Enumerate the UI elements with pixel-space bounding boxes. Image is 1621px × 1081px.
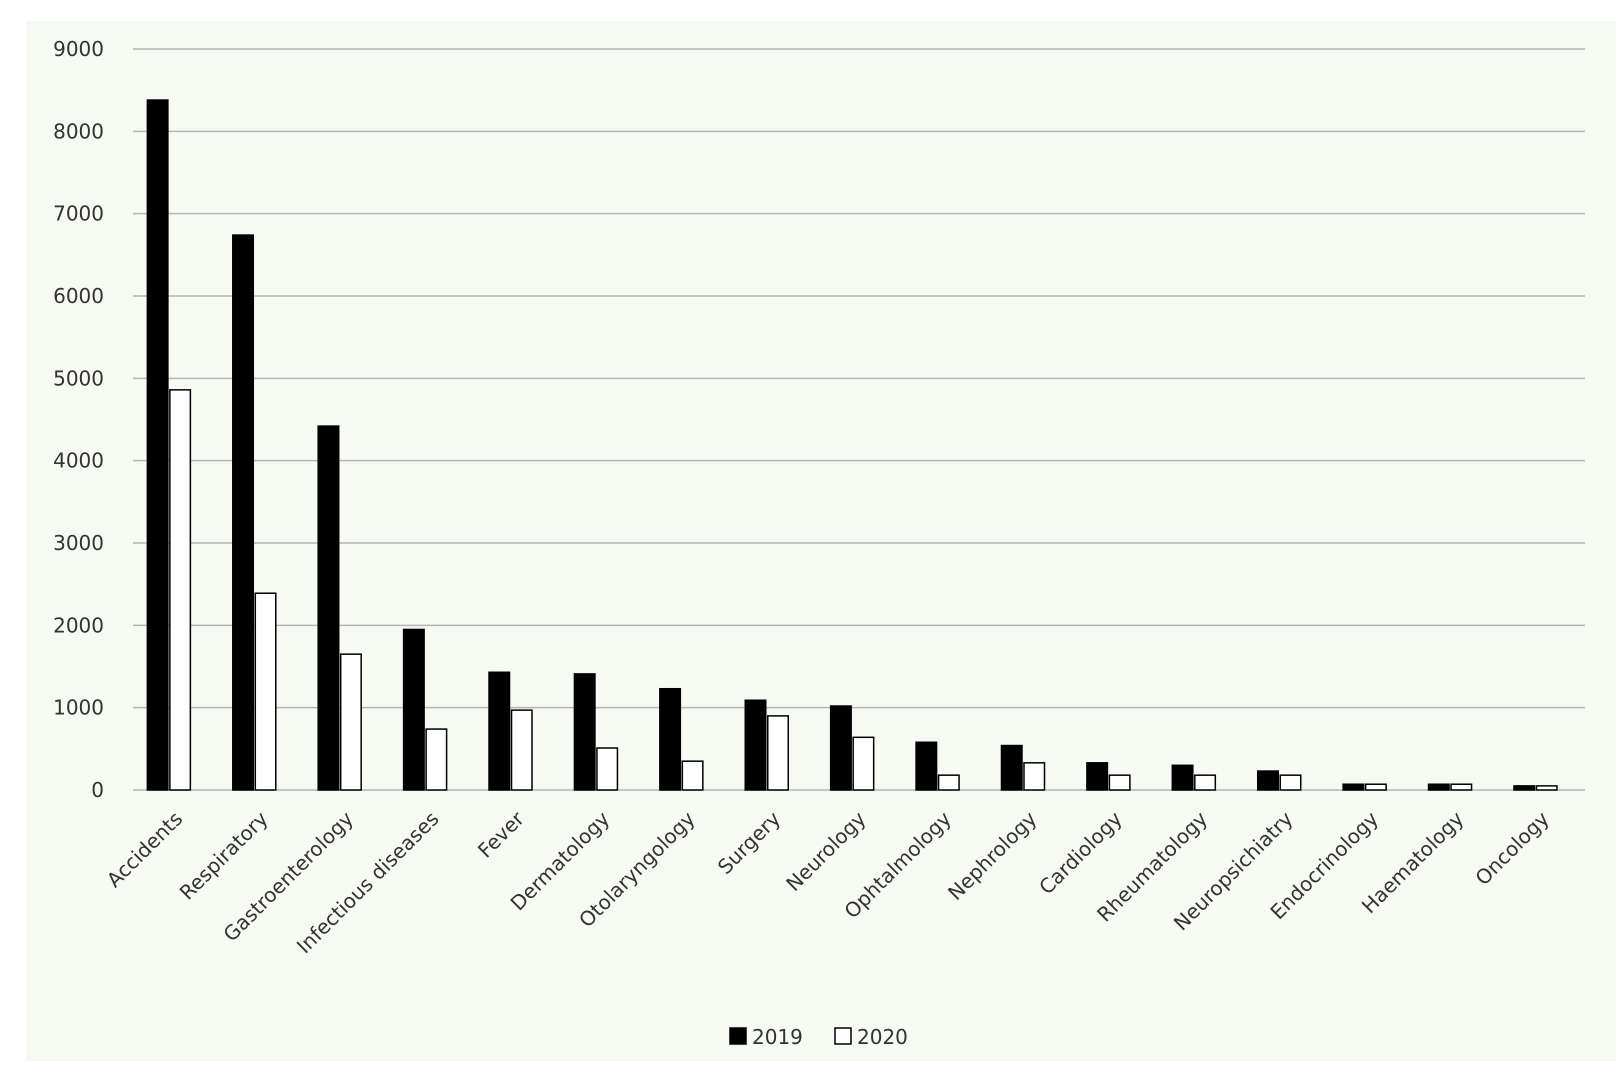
y-tick-label: 8000 <box>53 119 104 143</box>
bar <box>1171 764 1194 791</box>
bar <box>169 389 192 791</box>
bar <box>1086 762 1109 791</box>
bar <box>232 234 255 791</box>
y-tick-label: 0 <box>91 778 104 802</box>
chart-background <box>26 21 1616 1061</box>
bar <box>937 774 960 791</box>
bar <box>488 671 511 791</box>
y-tick-label: 7000 <box>53 202 104 226</box>
legend-swatch <box>729 1027 747 1045</box>
bar <box>1450 783 1473 791</box>
bar <box>339 653 362 791</box>
bar <box>915 741 938 791</box>
bar <box>1535 785 1558 791</box>
bar <box>1256 770 1279 791</box>
bar <box>1000 744 1023 791</box>
bar <box>1513 785 1536 791</box>
bar <box>1108 774 1131 791</box>
bar <box>425 728 448 791</box>
bar <box>1023 762 1046 791</box>
bar <box>1279 774 1302 791</box>
legend-swatch <box>834 1027 852 1045</box>
bar <box>317 425 340 791</box>
bar <box>573 673 596 791</box>
bar <box>767 715 790 791</box>
bar <box>829 705 852 791</box>
bar <box>146 99 169 791</box>
y-tick-label: 5000 <box>53 366 104 390</box>
bar <box>1427 783 1450 791</box>
bar <box>744 699 767 791</box>
legend-label: 2020 <box>857 1025 908 1049</box>
bar <box>596 747 619 791</box>
bar <box>510 709 533 791</box>
bar <box>254 592 277 791</box>
bar <box>1364 783 1387 791</box>
y-tick-label: 3000 <box>53 531 104 555</box>
bar <box>681 760 704 791</box>
bar <box>402 628 425 791</box>
y-tick-label: 2000 <box>53 613 104 637</box>
legend-label: 2019 <box>752 1025 803 1049</box>
bar <box>1194 774 1217 791</box>
y-tick-label: 1000 <box>53 696 104 720</box>
bar <box>1342 783 1365 791</box>
bar <box>852 736 875 791</box>
y-tick-label: 4000 <box>53 449 104 473</box>
y-tick-label: 6000 <box>53 284 104 308</box>
bar <box>659 687 682 791</box>
y-tick-label: 9000 <box>53 37 104 61</box>
